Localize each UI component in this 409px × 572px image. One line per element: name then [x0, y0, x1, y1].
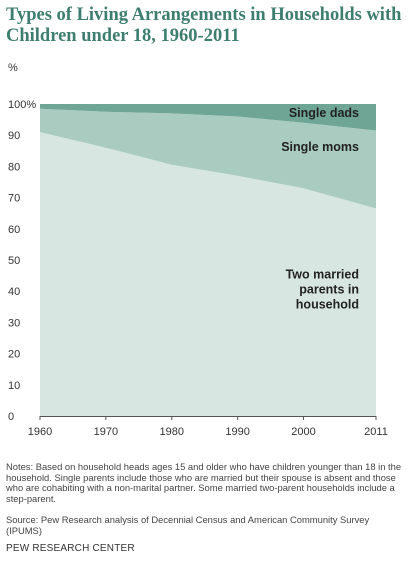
y-tick-label: 40 — [8, 286, 20, 298]
chart-notes: Notes: Based on household heads ages 15 … — [6, 461, 402, 504]
series-label-two-married-parents-in-household: household — [296, 298, 359, 312]
series-label-single-dads: Single dads — [289, 106, 359, 120]
y-tick-label: 0 — [8, 411, 14, 423]
x-tick-label: 2011 — [364, 426, 388, 438]
area-two-married-parents-in-household — [40, 132, 376, 416]
x-tick-label: 1970 — [94, 426, 118, 438]
series-label-two-married-parents-in-household: Two married — [286, 268, 359, 282]
area-single-moms — [40, 108, 376, 209]
y-tick-label: 20 — [8, 349, 20, 361]
stacked-area-chart: 0 10 20 30 40 50 60 70 80 90 100% 1960 1970 1980 1990 2… — [8, 99, 388, 438]
x-tick-label: 1990 — [225, 426, 249, 438]
y-tick-label: 70 — [8, 193, 20, 205]
series-label-single-moms: Single moms — [281, 140, 359, 154]
x-tick-label: 2000 — [291, 426, 315, 438]
x-tick-label: 1980 — [160, 426, 184, 438]
y-tick-label: 100% — [8, 99, 36, 111]
chart-title: Types of Living Arrangements in Househol… — [6, 5, 402, 46]
area-single-dads — [40, 104, 376, 131]
y-tick-label: 80 — [8, 161, 20, 173]
x-tick-label: 1960 — [28, 426, 52, 438]
series-label-two-married-parents-in-household: parents in — [299, 283, 359, 297]
y-tick-label: 90 — [8, 130, 20, 142]
y-tick-label: 50 — [8, 255, 20, 267]
y-tick-label: 60 — [8, 224, 20, 236]
credit-line: PEW RESEARCH CENTER — [6, 543, 135, 554]
y-tick-label: 30 — [8, 317, 20, 329]
y-tick-label: 10 — [8, 380, 20, 392]
unit-label: % — [8, 62, 18, 74]
chart-source: Source: Pew Research analysis of Decenni… — [6, 514, 370, 536]
